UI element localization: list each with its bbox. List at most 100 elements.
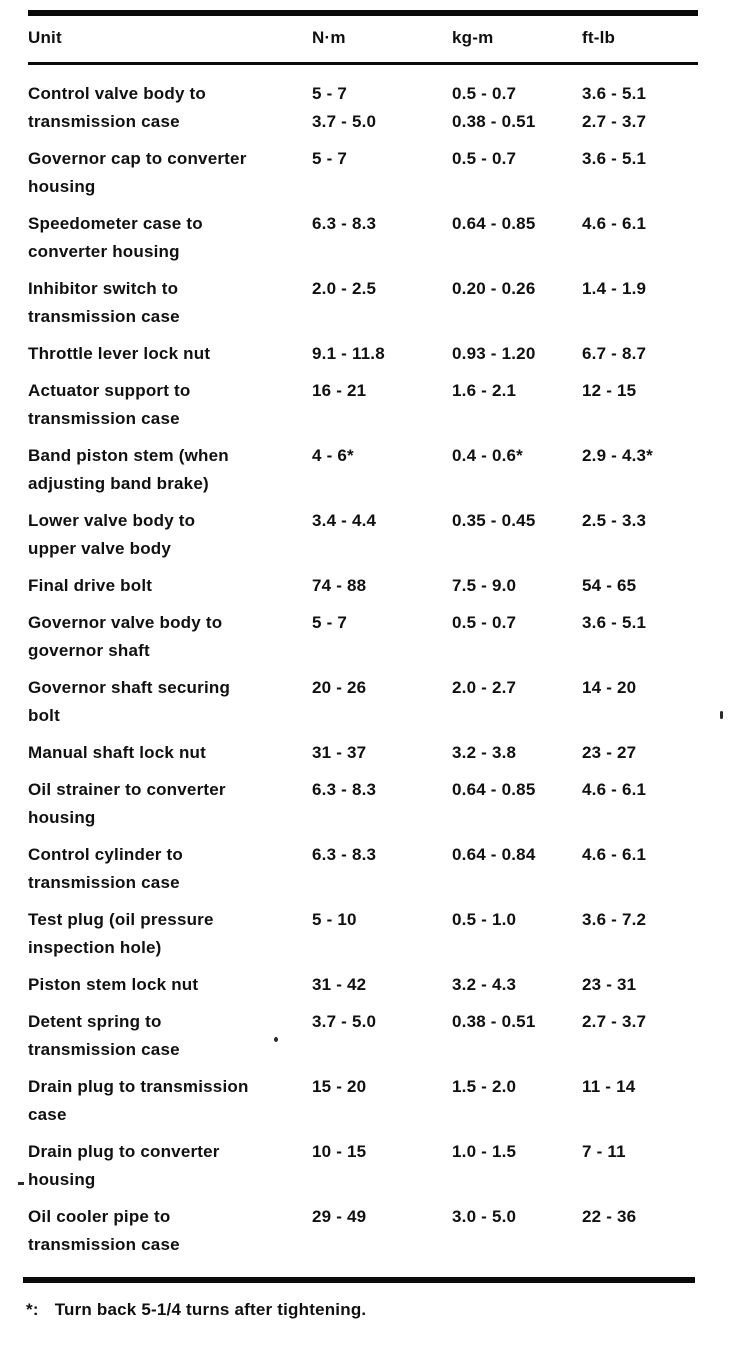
table-row: Control cylinder to transmission case 6.… bbox=[28, 841, 698, 897]
kgm-value-cell: 3.2 - 4.3 bbox=[452, 975, 517, 994]
unit-cell: Throttle lever lock nut bbox=[28, 344, 211, 363]
nm-value-cell: 74 - 88 bbox=[312, 576, 367, 595]
kgm-value-cell: 0.64 - 0.84 bbox=[452, 845, 536, 864]
ftlb-value-cell: 4.6 - 6.1 bbox=[582, 845, 647, 864]
ftlb-value-cell: 1.4 - 1.9 bbox=[582, 279, 647, 298]
kgm-value-cell: 0.5 - 1.0 bbox=[452, 910, 517, 929]
nm-value-cell: 5 - 7 3.7 - 5.0 bbox=[312, 84, 377, 131]
table-row: Test plug (oil pressure inspection hole)… bbox=[28, 906, 698, 962]
column-header-nm: N·m bbox=[312, 28, 346, 47]
ftlb-value-cell: 6.7 - 8.7 bbox=[582, 344, 647, 363]
table-row: Piston stem lock nut 31 - 42 3.2 - 4.3 2… bbox=[28, 971, 698, 999]
nm-value-cell: 10 - 15 bbox=[312, 1142, 367, 1161]
table-bottom-rule bbox=[23, 1277, 695, 1283]
unit-cell: Governor shaft securing bolt bbox=[28, 678, 231, 725]
table-row: Throttle lever lock nut 9.1 - 11.8 0.93 … bbox=[28, 340, 698, 368]
kgm-value-cell: 1.0 - 1.5 bbox=[452, 1142, 517, 1161]
nm-value-cell: 9.1 - 11.8 bbox=[312, 344, 385, 363]
nm-value-cell: 4 - 6* bbox=[312, 446, 354, 465]
unit-cell: Control valve body to transmission case bbox=[28, 84, 206, 131]
table-row: Drain plug to transmission case 15 - 20 … bbox=[28, 1073, 698, 1129]
nm-value-cell: 6.3 - 8.3 bbox=[312, 214, 377, 233]
table-row: Final drive bolt 74 - 88 7.5 - 9.0 54 - … bbox=[28, 572, 698, 600]
nm-value-cell: 16 - 21 bbox=[312, 381, 367, 400]
nm-value-cell: 20 - 26 bbox=[312, 678, 367, 697]
table-header: Unit N·m kg-m ft-lb bbox=[28, 24, 698, 52]
nm-value-cell: 6.3 - 8.3 bbox=[312, 845, 377, 864]
kgm-value-cell: 0.5 - 0.7 bbox=[452, 613, 517, 632]
unit-cell: Governor valve body to governor shaft bbox=[28, 613, 223, 660]
column-header-kgm: kg-m bbox=[452, 28, 494, 47]
unit-cell: Final drive bolt bbox=[28, 576, 153, 595]
unit-cell: Piston stem lock nut bbox=[28, 975, 199, 994]
unit-cell: Speedometer case to converter housing bbox=[28, 214, 203, 261]
ftlb-value-cell: 2.5 - 3.3 bbox=[582, 511, 647, 530]
footnote: *: Turn back 5-1/4 turns after tightening… bbox=[26, 1296, 366, 1324]
table-row: Governor cap to converter housing 5 - 7 … bbox=[28, 145, 698, 201]
nm-value-cell: 5 - 7 bbox=[312, 149, 348, 168]
unit-cell: Drain plug to transmission case bbox=[28, 1077, 249, 1124]
ftlb-value-cell: 7 - 11 bbox=[582, 1142, 626, 1161]
header-separator-rule bbox=[28, 62, 698, 65]
table-row: Manual shaft lock nut 31 - 37 3.2 - 3.8 … bbox=[28, 739, 698, 767]
table-row: Speedometer case to converter housing 6.… bbox=[28, 210, 698, 266]
kgm-value-cell: 7.5 - 9.0 bbox=[452, 576, 517, 595]
nm-value-cell: 31 - 37 bbox=[312, 743, 367, 762]
column-header-unit: Unit bbox=[28, 28, 62, 47]
table-top-rule bbox=[28, 10, 698, 16]
nm-value-cell: 29 - 49 bbox=[312, 1207, 367, 1226]
table-row: Inhibitor switch to transmission case 2.… bbox=[28, 275, 698, 331]
table-row: Band piston stem (when adjusting band br… bbox=[28, 442, 698, 498]
unit-cell: Band piston stem (when adjusting band br… bbox=[28, 446, 229, 493]
unit-cell: Control cylinder to transmission case bbox=[28, 845, 183, 892]
nm-value-cell: 5 - 10 bbox=[312, 910, 357, 929]
ftlb-value-cell: 2.7 - 3.7 bbox=[582, 1012, 647, 1031]
table-row: Oil cooler pipe to transmission case 29 … bbox=[28, 1203, 698, 1259]
ftlb-value-cell: 14 - 20 bbox=[582, 678, 637, 697]
kgm-value-cell: 0.93 - 1.20 bbox=[452, 344, 536, 363]
unit-cell: Detent spring to transmission case bbox=[28, 1012, 180, 1059]
footnote-text: Turn back 5-1/4 turns after tightening. bbox=[54, 1300, 367, 1319]
unit-cell: Test plug (oil pressure inspection hole) bbox=[28, 910, 214, 957]
unit-cell: Oil strainer to converter housing bbox=[28, 780, 226, 827]
kgm-value-cell: 0.5 - 0.7 bbox=[452, 149, 517, 168]
ftlb-value-cell: 4.6 - 6.1 bbox=[582, 214, 647, 233]
ftlb-value-cell: 11 - 14 bbox=[582, 1077, 636, 1096]
table-row: Control valve body to transmission case … bbox=[28, 80, 698, 136]
ftlb-value-cell: 54 - 65 bbox=[582, 576, 637, 595]
unit-cell: Lower valve body to upper valve body bbox=[28, 511, 196, 558]
ftlb-value-cell: 12 - 15 bbox=[582, 381, 637, 400]
kgm-value-cell: 0.35 - 0.45 bbox=[452, 511, 536, 530]
kgm-value-cell: 0.4 - 0.6* bbox=[452, 446, 523, 465]
ftlb-value-cell: 23 - 27 bbox=[582, 743, 637, 762]
table-row: Governor valve body to governor shaft 5 … bbox=[28, 609, 698, 665]
kgm-value-cell: 2.0 - 2.7 bbox=[452, 678, 517, 697]
kgm-value-cell: 0.64 - 0.85 bbox=[452, 780, 536, 799]
unit-cell: Actuator support to transmission case bbox=[28, 381, 191, 428]
unit-cell: Inhibitor switch to transmission case bbox=[28, 279, 180, 326]
ftlb-value-cell: 3.6 - 5.1 bbox=[582, 149, 647, 168]
scan-speck-icon bbox=[18, 1182, 24, 1185]
ftlb-value-cell: 4.6 - 6.1 bbox=[582, 780, 647, 799]
nm-value-cell: 31 - 42 bbox=[312, 975, 367, 994]
kgm-value-cell: 0.38 - 0.51 bbox=[452, 1012, 536, 1031]
kgm-value-cell: 0.64 - 0.85 bbox=[452, 214, 536, 233]
unit-cell: Drain plug to converter housing bbox=[28, 1142, 220, 1189]
table-row: Drain plug to converter housing 10 - 15 … bbox=[28, 1138, 698, 1194]
nm-value-cell: 6.3 - 8.3 bbox=[312, 780, 377, 799]
kgm-value-cell: 1.5 - 2.0 bbox=[452, 1077, 517, 1096]
table-row: Lower valve body to upper valve body 3.4… bbox=[28, 507, 698, 563]
unit-cell: Governor cap to converter housing bbox=[28, 149, 247, 196]
nm-value-cell: 2.0 - 2.5 bbox=[312, 279, 377, 298]
ftlb-value-cell: 3.6 - 7.2 bbox=[582, 910, 647, 929]
scan-speck-icon bbox=[274, 1037, 278, 1042]
kgm-value-cell: 0.20 - 0.26 bbox=[452, 279, 536, 298]
ftlb-value-cell: 3.6 - 5.1 bbox=[582, 613, 647, 632]
table-row: Governor shaft securing bolt 20 - 26 2.0… bbox=[28, 674, 698, 730]
kgm-value-cell: 0.5 - 0.7 0.38 - 0.51 bbox=[452, 84, 536, 131]
scan-speck-icon bbox=[720, 711, 723, 719]
ftlb-value-cell: 22 - 36 bbox=[582, 1207, 637, 1226]
ftlb-value-cell: 23 - 31 bbox=[582, 975, 637, 994]
kgm-value-cell: 3.2 - 3.8 bbox=[452, 743, 517, 762]
